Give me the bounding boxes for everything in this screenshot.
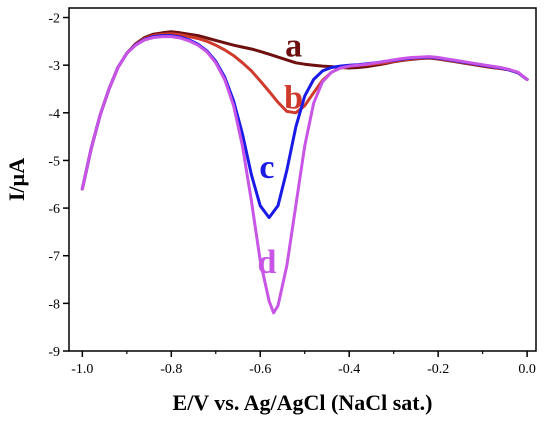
curve-label-d: d <box>257 244 276 281</box>
y-axis: -9 -8 -7 -6 -5 -4 -3 -2 <box>48 12 69 360</box>
series-a-line <box>80 30 529 191</box>
curve-label-c: c <box>259 149 274 186</box>
y-tick-label: -7 <box>48 250 60 265</box>
x-tick-label: -1.0 <box>71 362 93 377</box>
x-tick-label: -0.6 <box>249 362 271 377</box>
x-tick-label: -0.8 <box>160 362 182 377</box>
y-tick-label: -5 <box>48 154 60 169</box>
x-tick-label: -0.4 <box>338 362 360 377</box>
curves-layer <box>80 30 529 315</box>
y-tick-label: -8 <box>48 297 60 312</box>
x-axis: -1.0 -0.8 -0.6 -0.4 -0.2 0.0 <box>71 351 536 377</box>
curve-labels-layer: abc d <box>257 27 303 281</box>
plot-frame <box>68 7 537 352</box>
y-tick-label: -4 <box>48 107 60 122</box>
y-axis-title: I/µA <box>4 158 29 201</box>
y-tick-label: -9 <box>48 345 60 360</box>
series-b-line <box>80 32 529 191</box>
curve-label-a: a <box>285 27 302 64</box>
curve-label-b: b <box>284 80 303 117</box>
y-tick-label: -2 <box>48 12 60 27</box>
x-tick-label: 0.0 <box>518 362 536 377</box>
y-tick-label: -6 <box>48 202 60 217</box>
x-axis-title: E/V vs. Ag/AgCl (NaCl sat.) <box>173 390 433 415</box>
series-d-line <box>80 35 529 315</box>
x-tick-label: -0.2 <box>427 362 449 377</box>
y-tick-label: -3 <box>48 59 60 74</box>
